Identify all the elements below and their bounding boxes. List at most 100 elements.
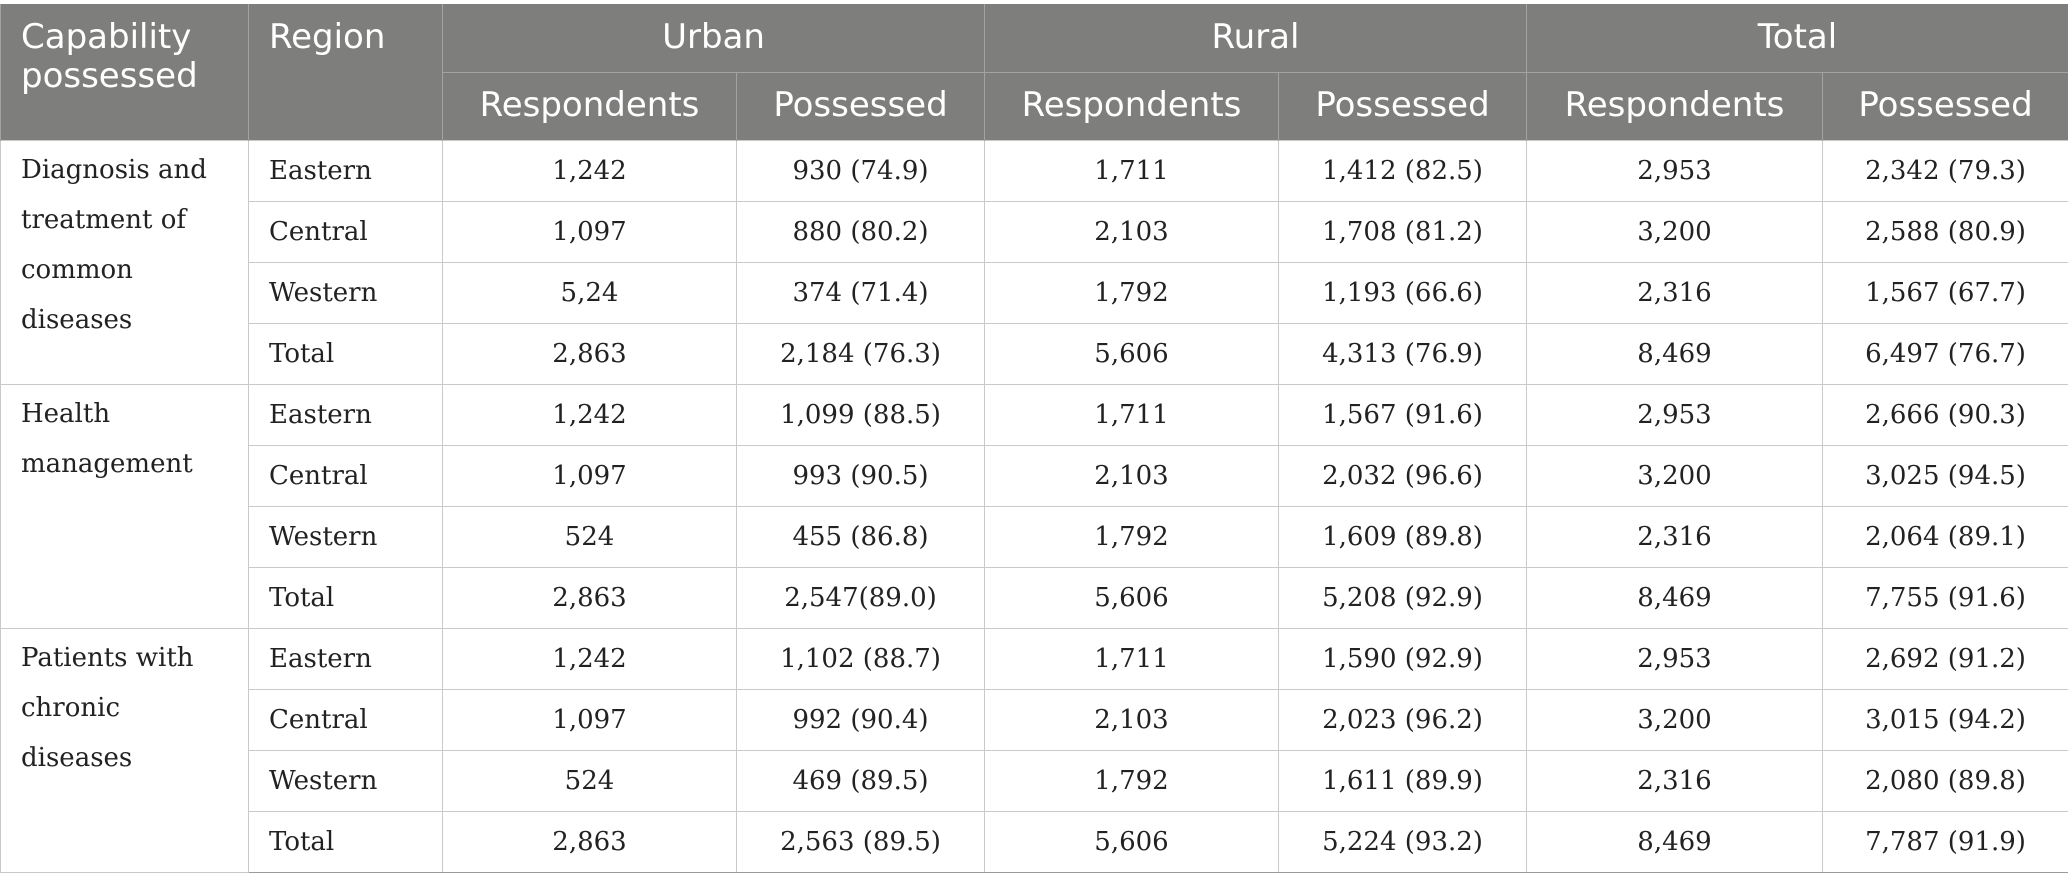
rural-respondents-cell: 2,103 [984,200,1279,263]
rural-respondents-cell: 2,103 [984,444,1279,507]
urban-respondents-cell: 5,24 [442,261,737,324]
urban-possessed-cell: 1,099 (88.5) [736,383,985,446]
rural-respondents-cell: 1,792 [984,505,1279,568]
region-cell: Western [248,749,443,812]
header-urban-possessed: Possessed [736,71,985,140]
rural-respondents-cell: 2,103 [984,688,1279,751]
header-group-rural: Rural [984,4,1527,72]
header-urban-respondents: Respondents [442,71,737,140]
rural-respondents-cell: 1,711 [984,627,1279,690]
rural-possessed-cell: 1,611 (89.9) [1278,749,1527,812]
urban-possessed-cell: 469 (89.5) [736,749,985,812]
urban-possessed-cell: 880 (80.2) [736,200,985,263]
region-cell: Eastern [248,627,443,690]
total-possessed-cell: 2,692 (91.2) [1822,627,2068,690]
table-row: Patients with chronic diseases Eastern 1… [0,627,2068,873]
rural-possessed-cell: 1,708 (81.2) [1278,200,1527,263]
rural-respondents-cell: 1,792 [984,261,1279,324]
region-cell: Western [248,261,443,324]
urban-possessed-cell: 2,184 (76.3) [736,322,985,385]
rural-possessed-cell: 5,224 (93.2) [1278,810,1527,873]
region-cell: Central [248,200,443,263]
data-table: Capability possessed Region Urban Rural … [0,4,2068,873]
rural-possessed-cell: 1,193 (66.6) [1278,261,1527,324]
region-cell: Central [248,688,443,751]
rural-possessed-cell: 1,567 (91.6) [1278,383,1527,446]
total-possessed-cell: 2,064 (89.1) [1822,505,2068,568]
header-group-total: Total [1526,4,2068,72]
region-cell: Total [248,810,443,873]
header-total-respondents: Respondents [1526,71,1823,140]
table-row: Total 2,863 2,563 (89.5) 5,606 5,224 (93… [1,810,2068,873]
total-respondents-cell: 8,469 [1526,810,1823,873]
total-respondents-cell: 2,316 [1526,749,1823,812]
urban-possessed-cell: 993 (90.5) [736,444,985,507]
table-row: Central 1,097 992 (90.4) 2,103 2,023 (96… [1,688,2068,751]
header-group-urban: Urban [442,4,985,72]
table-row: Western 524 455 (86.8) 1,792 1,609 (89.8… [1,505,2068,568]
urban-respondents-cell: 524 [442,505,737,568]
rural-possessed-cell: 4,313 (76.9) [1278,322,1527,385]
urban-respondents-cell: 1,242 [442,139,737,202]
urban-possessed-cell: 1,102 (88.7) [736,627,985,690]
total-respondents-cell: 8,469 [1526,322,1823,385]
rural-possessed-cell: 2,032 (96.6) [1278,444,1527,507]
total-possessed-cell: 6,497 (76.7) [1822,322,2068,385]
table-row: Health management Eastern 1,242 1,099 (8… [0,383,2068,629]
header-rural-respondents: Respondents [984,71,1279,140]
total-possessed-cell: 2,666 (90.3) [1822,383,2068,446]
header-total-possessed: Possessed [1822,71,2068,140]
total-respondents-cell: 3,200 [1526,200,1823,263]
total-respondents-cell: 2,953 [1526,139,1823,202]
capability-cell: Diagnosis and treatment of common diseas… [0,139,249,385]
table-row: Total 2,863 2,547(89.0) 5,606 5,208 (92.… [1,566,2068,629]
table-row: Central 1,097 880 (80.2) 2,103 1,708 (81… [1,200,2068,263]
urban-possessed-cell: 374 (71.4) [736,261,985,324]
rural-possessed-cell: 1,412 (82.5) [1278,139,1527,202]
table-row: Diagnosis and treatment of common diseas… [0,139,2068,385]
rural-possessed-cell: 2,023 (96.2) [1278,688,1527,751]
urban-respondents-cell: 1,242 [442,627,737,690]
total-possessed-cell: 3,015 (94.2) [1822,688,2068,751]
urban-respondents-cell: 1,097 [442,200,737,263]
rural-respondents-cell: 5,606 [984,566,1279,629]
total-possessed-cell: 3,025 (94.5) [1822,444,2068,507]
header-region: Region [248,4,443,140]
total-respondents-cell: 2,316 [1526,261,1823,324]
urban-respondents-cell: 1,242 [442,383,737,446]
rural-possessed-cell: 1,609 (89.8) [1278,505,1527,568]
urban-respondents-cell: 1,097 [442,688,737,751]
region-cell: Eastern [248,139,443,202]
rural-respondents-cell: 1,711 [984,383,1279,446]
rural-respondents-cell: 5,606 [984,322,1279,385]
region-cell: Western [248,505,443,568]
table-row: Western 5,24 374 (71.4) 1,792 1,193 (66.… [1,261,2068,324]
total-possessed-cell: 2,588 (80.9) [1822,200,2068,263]
urban-possessed-cell: 992 (90.4) [736,688,985,751]
table-row: Western 524 469 (89.5) 1,792 1,611 (89.9… [1,749,2068,812]
total-respondents-cell: 3,200 [1526,444,1823,507]
rural-respondents-cell: 5,606 [984,810,1279,873]
urban-possessed-cell: 455 (86.8) [736,505,985,568]
total-possessed-cell: 1,567 (67.7) [1822,261,2068,324]
region-cell: Total [248,566,443,629]
total-respondents-cell: 2,953 [1526,627,1823,690]
rural-possessed-cell: 5,208 (92.9) [1278,566,1527,629]
header-rural-possessed: Possessed [1278,71,1527,140]
total-respondents-cell: 2,953 [1526,383,1823,446]
rural-respondents-cell: 1,711 [984,139,1279,202]
region-cell: Total [248,322,443,385]
capability-cell: Patients with chronic diseases [0,627,249,873]
urban-respondents-cell: 524 [442,749,737,812]
rural-respondents-cell: 1,792 [984,749,1279,812]
rural-possessed-cell: 1,590 (92.9) [1278,627,1527,690]
urban-possessed-cell: 2,547(89.0) [736,566,985,629]
urban-respondents-cell: 1,097 [442,444,737,507]
region-cell: Central [248,444,443,507]
table-row: Total 2,863 2,184 (76.3) 5,606 4,313 (76… [1,322,2068,385]
urban-possessed-cell: 2,563 (89.5) [736,810,985,873]
table-row: Central 1,097 993 (90.5) 2,103 2,032 (96… [1,444,2068,507]
urban-possessed-cell: 930 (74.9) [736,139,985,202]
urban-respondents-cell: 2,863 [442,810,737,873]
region-cell: Eastern [248,383,443,446]
